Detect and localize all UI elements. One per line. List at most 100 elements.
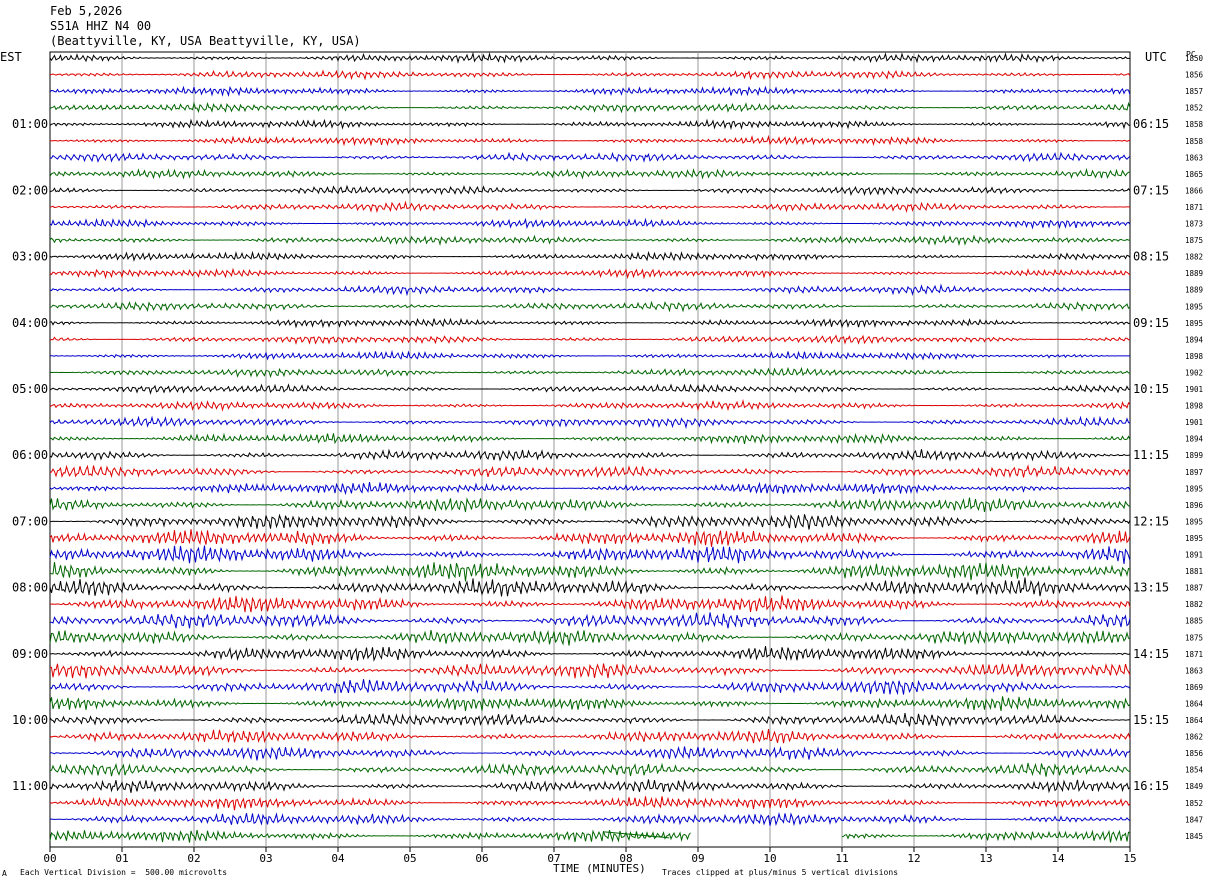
seismic-trace [49, 234, 1131, 247]
trace-value-label: 1898 [1185, 402, 1204, 411]
scale-mark: A [2, 869, 7, 878]
seismic-trace [49, 679, 1131, 696]
x-tick-label: 11 [835, 852, 848, 865]
trace-value-label: 1863 [1185, 666, 1203, 675]
utc-hour-label: 14:15 [1133, 647, 1169, 661]
est-hour-label: 02:00 [12, 183, 48, 197]
seismic-trace [49, 101, 1131, 114]
trace-value-label: 1852 [1185, 104, 1203, 113]
utc-hour-label: 15:15 [1133, 713, 1169, 727]
est-axis-label: EST [0, 50, 22, 64]
trace-value-label: 1891 [1185, 551, 1203, 560]
seismic-trace [49, 267, 1131, 280]
seismic-trace [49, 167, 1131, 180]
est-hour-label: 09:00 [12, 647, 48, 661]
trace-value-label: 1901 [1185, 385, 1203, 394]
trace-value-label: 1894 [1185, 435, 1204, 444]
x-tick-label: 06 [475, 852, 488, 865]
date-label: Feb 5,2026 [50, 4, 123, 18]
trace-value-label: 1871 [1185, 650, 1203, 659]
trace-value-label: 1845 [1185, 832, 1203, 841]
trace-value-label: 1902 [1185, 368, 1203, 377]
seismic-trace [49, 779, 1131, 794]
trace-value-label: 1858 [1185, 120, 1204, 129]
x-tick-label: 10 [763, 852, 776, 865]
seismic-trace [49, 529, 1131, 547]
seismic-trace [49, 561, 1131, 582]
utc-hour-label: 06:15 [1133, 117, 1169, 131]
seismic-trace [50, 595, 1131, 613]
trace-value-label: 1895 [1185, 534, 1203, 543]
x-tick-label: 02 [187, 852, 200, 865]
est-hour-label: 06:00 [12, 448, 48, 462]
trace-value-label: 1865 [1185, 170, 1203, 179]
trace-value-label: 1850 [1185, 54, 1204, 63]
seismic-trace [49, 134, 1131, 147]
utc-hour-label: 07:15 [1133, 183, 1169, 197]
trace-value-label: 1864 [1185, 699, 1204, 708]
trace-value-label: 1869 [1185, 683, 1203, 692]
trace-value-label: 1881 [1185, 567, 1203, 576]
x-tick-label: 07 [547, 852, 560, 865]
x-tick-label: 12 [907, 852, 920, 865]
seismic-trace [49, 51, 1131, 64]
trace-value-label: 1873 [1185, 220, 1203, 229]
seismic-trace [49, 383, 1131, 395]
utc-hour-label: 13:15 [1133, 581, 1169, 595]
seismic-trace [49, 497, 1131, 513]
seismic-trace [49, 646, 1131, 662]
seismic-trace [49, 399, 1131, 412]
trace-value-label: 1862 [1185, 733, 1203, 742]
trace-value-label: 1895 [1185, 302, 1203, 311]
trace-value-label: 1875 [1185, 236, 1203, 245]
trace-value-label: 1889 [1185, 286, 1203, 295]
station-label: S51A HHZ N4 00 [50, 19, 152, 33]
seismic-trace [49, 415, 1131, 430]
seismic-trace [49, 300, 1131, 313]
seismic-trace [49, 250, 1131, 262]
seismic-trace [49, 118, 1131, 131]
trace-value-label: 1895 [1185, 517, 1203, 526]
est-hour-label: 07:00 [12, 514, 48, 528]
x-tick-label: 09 [691, 852, 704, 865]
est-hour-label: 01:00 [12, 117, 48, 131]
trace-value-label: 1894 [1185, 335, 1204, 344]
trace-value-label: 1897 [1185, 468, 1203, 477]
utc-hour-label: 09:15 [1133, 316, 1169, 330]
trace-value-label: 1898 [1185, 352, 1204, 361]
trace-value-label: 1871 [1185, 203, 1203, 212]
trace-value-label: 1896 [1185, 501, 1204, 510]
seismic-trace [49, 349, 1130, 361]
trace-gap-connector [604, 831, 670, 839]
trace-value-label: 1866 [1185, 186, 1204, 195]
seismic-trace [49, 545, 1131, 565]
seismic-trace [49, 317, 1131, 329]
trace-value-label: 1863 [1185, 153, 1203, 162]
trace-value-label: 1889 [1185, 269, 1203, 278]
seismic-trace [49, 283, 1131, 297]
utc-axis-label: UTC [1145, 50, 1167, 64]
trace-value-label: 1864 [1185, 716, 1204, 725]
seismic-trace [49, 629, 1131, 646]
est-hour-label: 10:00 [12, 713, 48, 727]
trace-value-label: 1849 [1185, 782, 1203, 791]
trace-value-label: 1858 [1185, 137, 1204, 146]
trace-value-label: 1887 [1185, 584, 1203, 593]
seismic-trace [49, 762, 1131, 777]
seismic-trace [49, 200, 1131, 214]
utc-hour-label: 10:15 [1133, 382, 1169, 396]
x-tick-label: 04 [331, 852, 345, 865]
seismic-trace [49, 662, 1131, 679]
est-hour-label: 05:00 [12, 382, 48, 396]
seismic-trace [49, 448, 1131, 462]
clip-note: Traces clipped at plus/minus 5 vertical … [662, 868, 899, 877]
trace-value-label: 1901 [1185, 418, 1203, 427]
x-tick-label: 03 [259, 852, 272, 865]
seismic-trace [49, 577, 1131, 597]
seismic-trace [49, 481, 1131, 496]
seismic-trace [49, 829, 1131, 843]
x-tick-label: 15 [1123, 852, 1136, 865]
trace-value-label: 1856 [1185, 71, 1204, 80]
est-hour-label: 11:00 [12, 779, 48, 793]
seismic-trace [49, 184, 1131, 196]
